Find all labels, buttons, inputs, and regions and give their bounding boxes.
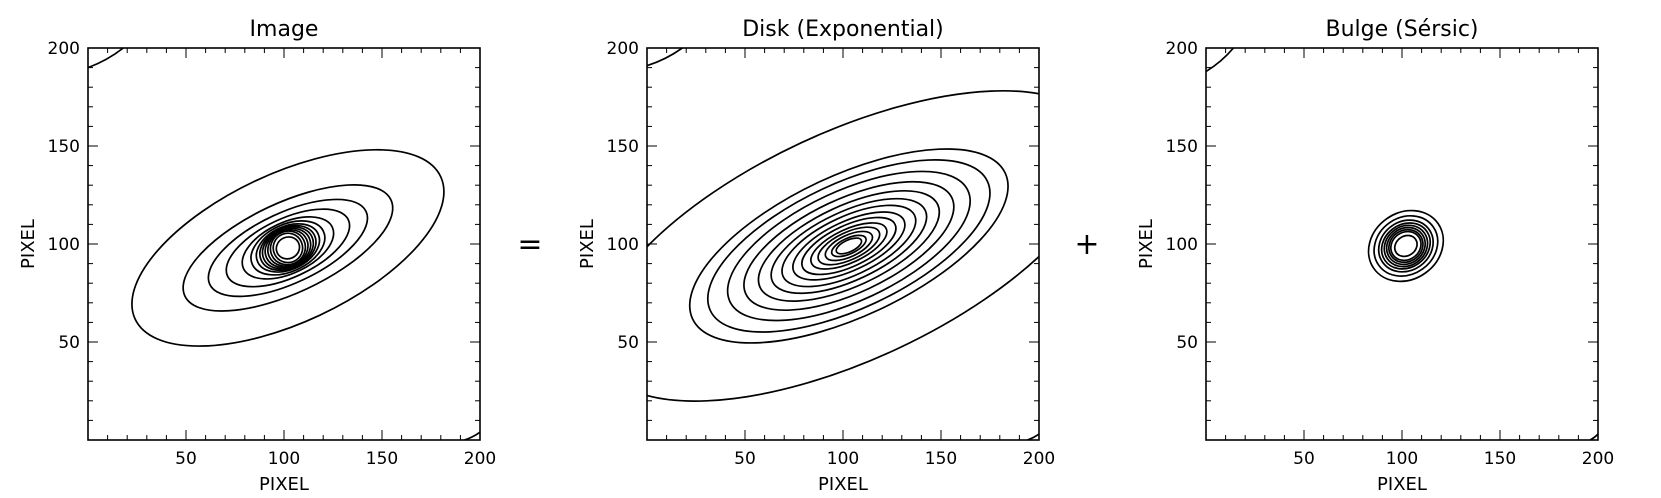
contour-level <box>1380 222 1432 270</box>
y-tick-label: 100 <box>1166 235 1198 255</box>
y-tick-label: 150 <box>607 137 639 157</box>
x-tick-label: 200 <box>1023 449 1055 469</box>
contour-level <box>182 184 394 312</box>
x-tick-label: 100 <box>268 449 300 469</box>
x-tick-label: 200 <box>1582 449 1614 469</box>
panel-3: Bulge (Sérsic) 50 100 150 200 50 100 150 200 PIXE… <box>1136 17 1614 495</box>
contour-level <box>264 227 312 269</box>
contour-level <box>1390 230 1422 262</box>
contour-level <box>1373 214 1439 277</box>
y-tick-label: 150 <box>48 137 80 157</box>
y-tick-label: 50 <box>617 333 639 353</box>
x-tick-label: 50 <box>734 449 756 469</box>
contour-level <box>269 230 307 266</box>
x-tick-label: 50 <box>1293 449 1315 469</box>
x-tick-label: 100 <box>1386 449 1418 469</box>
x-axis-label: PIXEL <box>1377 474 1427 495</box>
contour-level <box>801 216 897 276</box>
contour-level <box>250 220 326 276</box>
panel-title: Bulge (Sérsic) <box>1325 17 1478 42</box>
corner-contour <box>464 431 480 440</box>
plus-sign: + <box>1074 227 1099 262</box>
contour-level <box>266 228 309 267</box>
contour-level <box>726 170 971 322</box>
plot-area <box>1206 48 1598 440</box>
contour-level <box>259 224 317 272</box>
y-axis-label: PIXEL <box>18 219 39 269</box>
contour-level <box>255 222 321 273</box>
contour-core <box>275 236 301 260</box>
contour-level <box>1377 219 1434 273</box>
contour-level <box>817 226 881 266</box>
contour-level <box>830 234 867 258</box>
x-tick-label: 100 <box>827 449 859 469</box>
corner-contour <box>647 48 683 67</box>
x-tick-label: 150 <box>366 449 398 469</box>
plot-area <box>88 48 480 440</box>
contour-level <box>1385 226 1427 266</box>
y-tick-label: 100 <box>607 235 639 255</box>
x-tick-label: 200 <box>464 449 496 469</box>
contour-core <box>835 237 863 255</box>
panel-1: Image 50 100 150 200 50 100 150 200 PIXEL PIXEL <box>18 17 496 495</box>
corner-contour <box>1026 433 1039 440</box>
corner-contour <box>1589 433 1598 440</box>
x-tick-label: 50 <box>175 449 197 469</box>
equals-sign: = <box>517 227 542 262</box>
y-tick-label: 200 <box>607 39 639 59</box>
contour-level <box>131 148 445 347</box>
contour-level <box>781 204 917 288</box>
x-tick-label: 150 <box>925 449 957 469</box>
contour-level <box>1383 224 1429 268</box>
contour-level <box>810 222 888 270</box>
contour-level <box>207 198 369 298</box>
contour-level <box>261 226 315 270</box>
contour-level <box>791 211 906 281</box>
y-tick-label: 200 <box>48 39 80 59</box>
contour-level <box>1367 209 1445 283</box>
y-axis-label: PIXEL <box>1136 219 1157 269</box>
y-tick-label: 50 <box>58 333 80 353</box>
panel-title: Image <box>250 17 319 42</box>
contour-level <box>706 159 991 333</box>
y-tick-label: 100 <box>48 235 80 255</box>
plot-area <box>647 48 1039 440</box>
contour-level <box>1388 228 1424 264</box>
x-tick-label: 150 <box>1484 449 1516 469</box>
panel-2: Disk (Exponential) 50 100 150 200 50 100 150 200… <box>577 17 1055 495</box>
contour-core <box>1393 234 1418 258</box>
panel-title: Disk (Exponential) <box>742 17 944 42</box>
x-axis-label: PIXEL <box>259 474 309 495</box>
contour-level <box>743 180 955 312</box>
contour-level <box>225 208 351 288</box>
corner-contour <box>88 48 124 69</box>
contour-level <box>272 232 304 264</box>
y-axis-label: PIXEL <box>577 219 598 269</box>
contour-level <box>824 230 874 262</box>
y-tick-label: 50 <box>1176 333 1198 353</box>
y-tick-label: 150 <box>1166 137 1198 157</box>
contour-level <box>770 197 928 295</box>
contour-level <box>757 189 941 302</box>
contour-level <box>647 89 1039 402</box>
corner-contour <box>1206 48 1235 73</box>
y-tick-label: 200 <box>1166 39 1198 59</box>
x-axis-label: PIXEL <box>818 474 868 495</box>
contour-level <box>688 148 1009 344</box>
contour-level <box>241 216 335 280</box>
